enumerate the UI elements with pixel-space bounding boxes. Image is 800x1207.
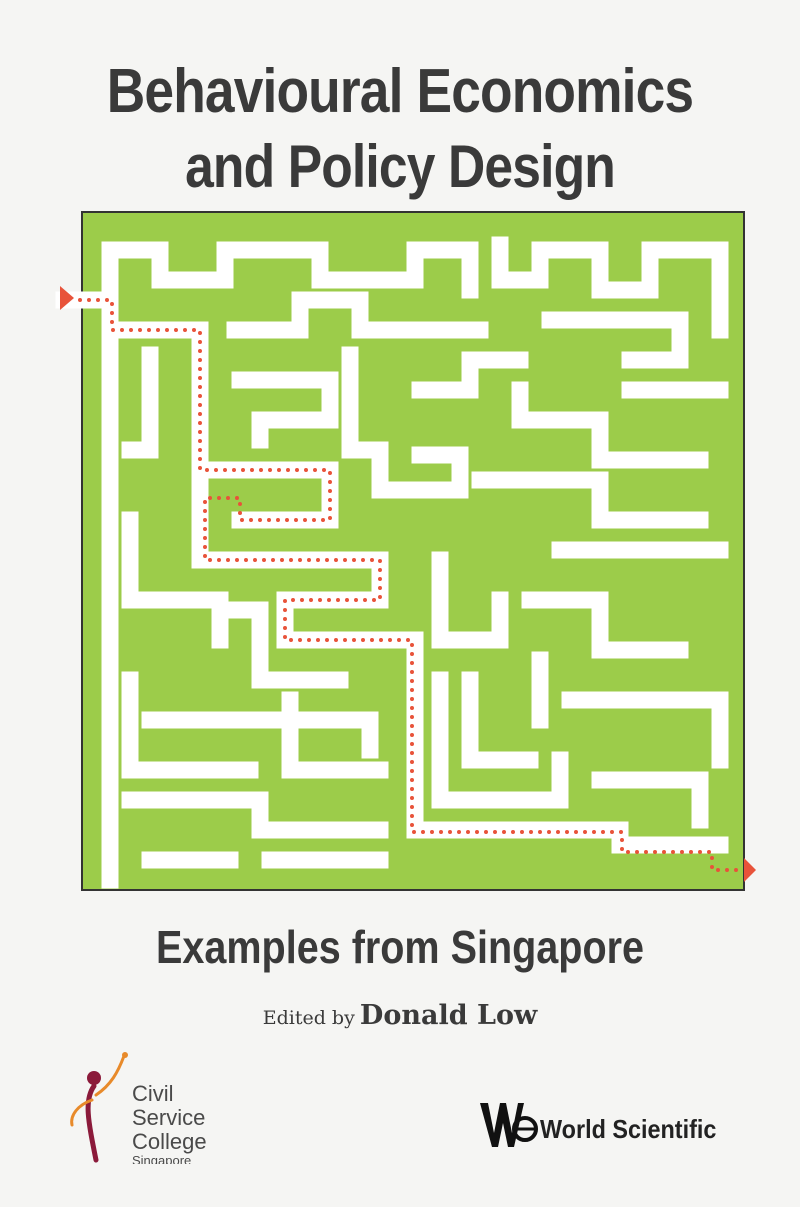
- world-scientific-name: World Scientific: [540, 1114, 717, 1144]
- title-line-2: and Policy Design: [185, 133, 616, 200]
- world-scientific-logo-icon: [480, 1103, 538, 1147]
- subtitle: Examples from Singapore: [155, 921, 645, 973]
- editor-line: Edited by Donald Low: [0, 1000, 800, 1031]
- exit-arrow-icon: [744, 858, 756, 882]
- csc-line-2: Service: [132, 1105, 206, 1130]
- editor-name: Donald Low: [359, 1000, 538, 1031]
- csc-line-3: College: [132, 1129, 207, 1154]
- solution-path: [78, 298, 742, 872]
- title-line-1: Behavioural Economics: [106, 57, 694, 126]
- csc-line-1: Civil: [132, 1081, 174, 1106]
- editor-prefix: Edited by: [262, 1007, 355, 1029]
- csc-line-4: Singapore: [132, 1154, 192, 1164]
- csc-name: Civil Service College Singapore: [132, 1081, 207, 1165]
- entry-arrow-icon: [60, 286, 74, 310]
- csc-figure-logo-icon: [70, 1052, 128, 1163]
